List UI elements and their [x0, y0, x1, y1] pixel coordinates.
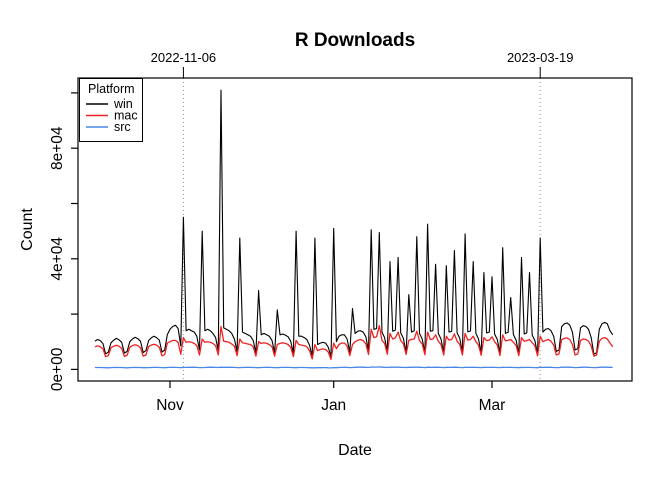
mac-line [94, 325, 614, 361]
y-tick-label: 0e+00 [49, 347, 66, 391]
legend-label-src: src [114, 120, 131, 134]
x-tick-label: Nov [156, 397, 184, 414]
win-line [94, 89, 614, 358]
legend-label-win: win [113, 97, 133, 111]
x-tick-label: Mar [479, 397, 506, 414]
y-axis-title: Count [19, 208, 36, 251]
plot-area: 2022-11-06 2023-03-19 0e+00 4e+04 8e+04 Nov Ja… [49, 50, 633, 414]
legend-box [79, 78, 143, 142]
y-tick-label: 4e+04 [49, 237, 66, 281]
src-line [94, 366, 613, 369]
top-axis-label: 2023-03-19 [507, 50, 574, 65]
legend-label-mac: mac [114, 109, 138, 123]
top-axis-label: 2022-11-06 [151, 50, 217, 65]
chart-title: R Downloads [295, 30, 415, 51]
x-axis-title: Date [338, 442, 372, 459]
plot-box [77, 77, 633, 382]
x-tick-label: Jan [321, 397, 346, 414]
y-tick-label: 8e+04 [49, 126, 66, 170]
legend-title: Platform [88, 82, 135, 96]
